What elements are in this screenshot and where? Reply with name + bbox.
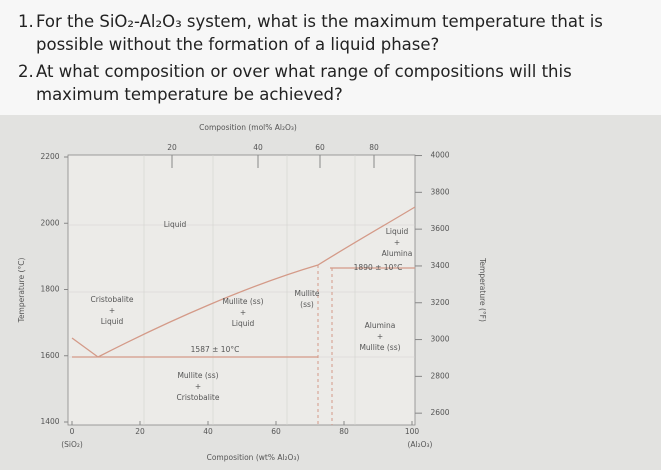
bottom-tick-label: 0 — [70, 427, 75, 436]
right-tick-label: 4000 — [430, 151, 449, 160]
question: 1. For the SiO₂-Al₂O₃ system, what is the… — [18, 10, 658, 56]
left-tick-label: 1400 — [40, 417, 59, 426]
top-tick-label: 80 — [369, 143, 379, 152]
question-text: For the SiO₂-Al₂O₃ system, what is the m… — [36, 12, 603, 54]
question: 2. At what composition or over what range… — [18, 60, 658, 106]
region-label: Mullite (ss) — [359, 343, 400, 352]
bottom-tick-label: 20 — [135, 427, 145, 436]
region-label: Liquid — [232, 319, 255, 328]
region-label: + — [394, 238, 400, 247]
right-tick-label: 3600 — [430, 224, 449, 233]
bottom-tick-label: 100 — [405, 427, 420, 436]
end-label: (Al₂O₃) — [408, 440, 433, 449]
region-label: + — [377, 332, 383, 341]
annotation: 1890 ± 10°C — [354, 263, 403, 272]
top-tick-label: 60 — [315, 143, 325, 152]
right-tick-label: 3000 — [430, 335, 449, 344]
question-number: 1. — [18, 12, 34, 31]
region-label: Cristobalite — [177, 393, 220, 402]
top-axis-label: Composition (mol% Al₂O₃) — [199, 123, 297, 132]
region-label: Liquid — [386, 227, 409, 236]
left-tick-label: 2200 — [40, 152, 59, 161]
question-text: At what composition or over what range o… — [36, 62, 572, 104]
question-number: 2. — [18, 62, 34, 81]
phase-boundaries — [71, 206, 416, 358]
right-tick-label: 2800 — [430, 371, 449, 380]
region-label: Mullite (ss) — [222, 297, 263, 306]
bottom-tick-label: 40 — [203, 427, 213, 436]
region-label: + — [240, 308, 246, 317]
mullite-boundaries — [317, 265, 333, 425]
right-tick-label: 3400 — [430, 261, 449, 270]
region-label: Alumina — [365, 321, 396, 330]
top-tick-label: 40 — [253, 143, 263, 152]
region-label: Cristobalite — [91, 295, 134, 304]
phase-diagram: Composition (mol% Al₂O₃) Composition (wt… — [0, 115, 661, 470]
region-label: + — [109, 306, 115, 315]
region-label: Liquid — [101, 317, 124, 326]
region-label: + — [195, 382, 201, 391]
bottom-tick-label: 80 — [339, 427, 349, 436]
top-tick-label: 20 — [167, 143, 177, 152]
left-tick-label: 1800 — [40, 285, 59, 294]
bottom-tick-label: 60 — [271, 427, 281, 436]
right-tick-label: 2600 — [430, 408, 449, 417]
right-axis-label: Temperature (°F) — [478, 257, 487, 322]
left-axis-label: Temperature (°C) — [17, 258, 26, 324]
region-label: (ss) — [300, 300, 314, 309]
question-area: 1. For the SiO₂-Al₂O₃ system, what is the… — [0, 0, 661, 115]
left-tick-label: 1600 — [40, 351, 59, 360]
right-tick-label: 3200 — [430, 298, 449, 307]
plot-frame — [67, 154, 416, 426]
right-tick-label: 3800 — [430, 187, 449, 196]
left-tick-label: 2000 — [40, 218, 59, 227]
end-label: (SiO₂) — [61, 440, 83, 449]
region-label: Mullite (ss) — [177, 371, 218, 380]
region-label: Mullite — [294, 289, 319, 298]
region-label: Alumina — [382, 249, 413, 258]
annotation: 1587 ± 10°C — [191, 345, 240, 354]
region-label: Liquid — [164, 220, 187, 229]
bottom-axis-label: Composition (wt% Al₂O₃) — [207, 453, 300, 462]
